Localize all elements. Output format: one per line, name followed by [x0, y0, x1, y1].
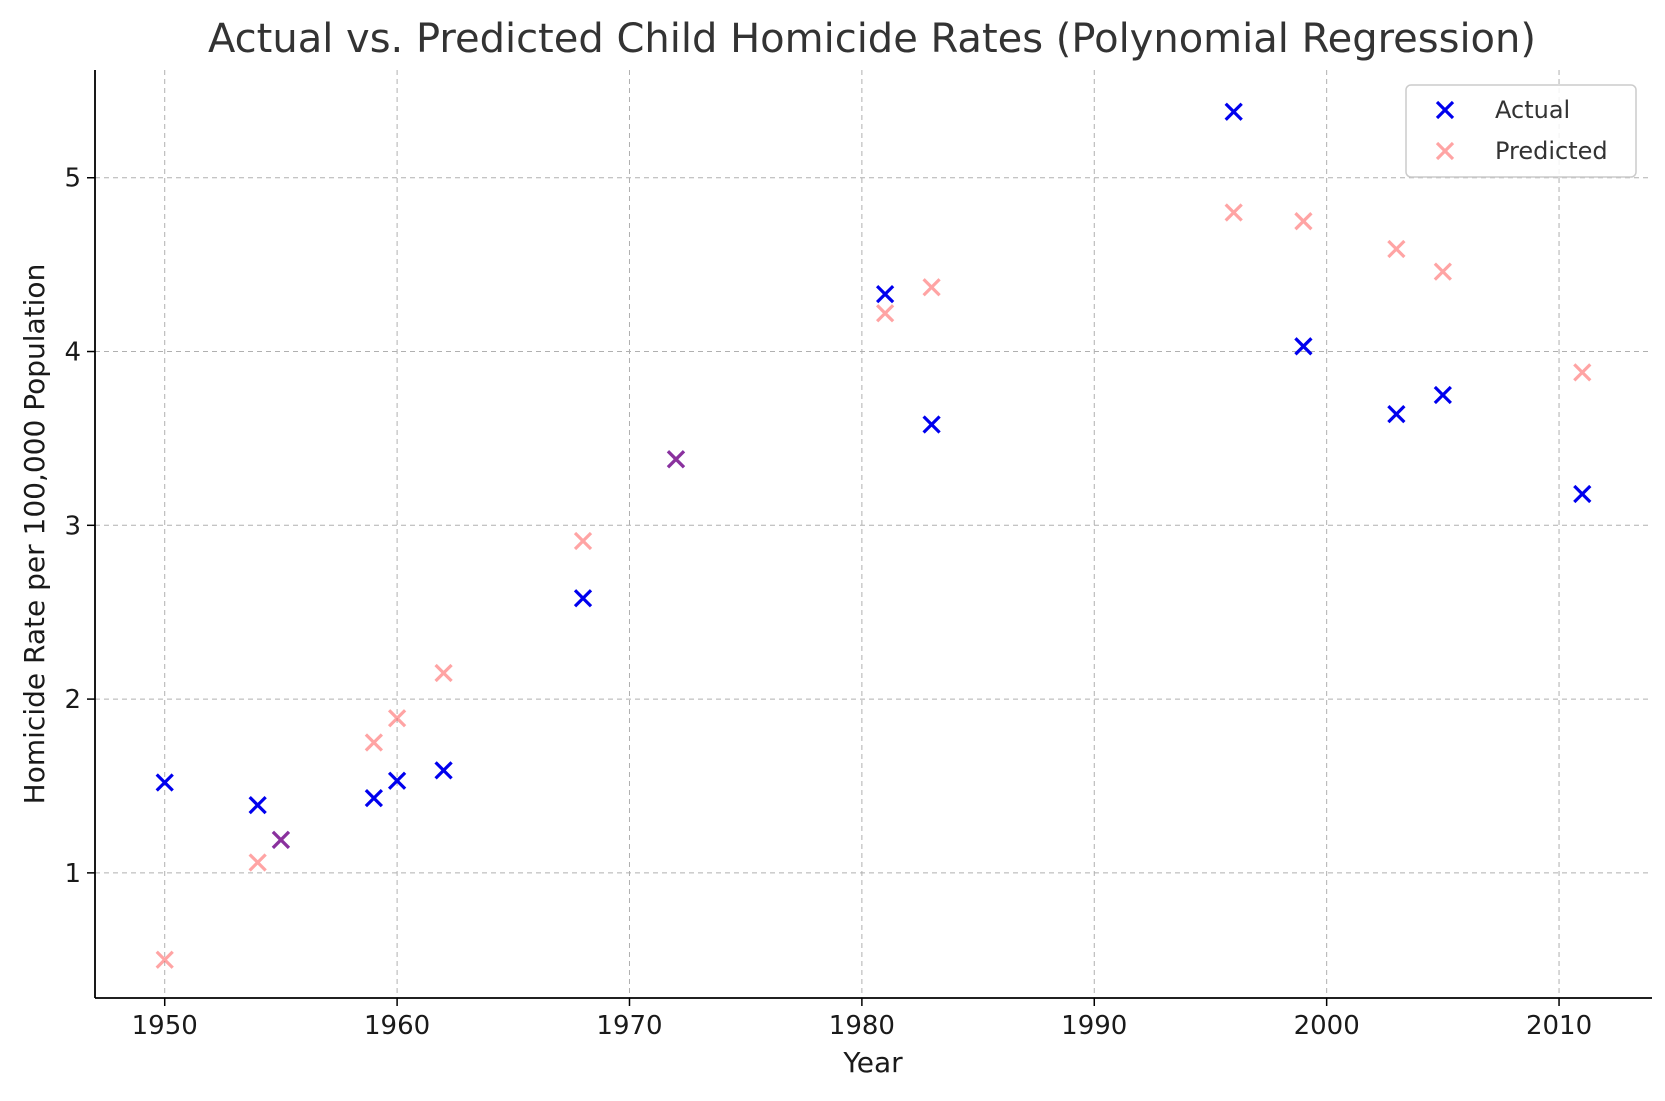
- x-ticks: 1950 1960 1970 1980 1990 2000 2010: [132, 998, 1592, 1041]
- actual-point: [155, 773, 174, 792]
- series-predicted: [155, 203, 1592, 969]
- y-ticks: 1 2 3 4 5: [64, 164, 95, 889]
- legend: Actual Predicted: [1405, 84, 1637, 178]
- predicted-point: [434, 663, 453, 683]
- series-actual: [155, 102, 1592, 849]
- axes: [94, 70, 1652, 999]
- predicted-point: [248, 853, 267, 872]
- y-tick-label: 5: [64, 164, 81, 194]
- predicted-point: [1294, 212, 1313, 231]
- x-axis-label: Year: [842, 1046, 903, 1079]
- y-tick-label: 4: [64, 338, 81, 368]
- actual-point: [387, 771, 407, 790]
- predicted-point: [1387, 239, 1406, 259]
- predicted-point: [922, 278, 941, 297]
- legend-marker-actual: [1435, 100, 1455, 120]
- predicted-point: [155, 950, 174, 969]
- predicted-point: [387, 709, 407, 728]
- x-tick-label: 1950: [132, 1011, 198, 1041]
- actual-point: [1573, 484, 1592, 504]
- legend-label-predicted: Predicted: [1495, 137, 1608, 165]
- x-tick-label: 1970: [596, 1011, 662, 1041]
- predicted-point: [364, 733, 383, 752]
- actual-point: [248, 795, 267, 815]
- y-tick-label: 1: [64, 859, 81, 889]
- predicted-point: [1224, 203, 1243, 222]
- legend-marker-predicted: [1435, 141, 1455, 161]
- predicted-point: [1433, 262, 1452, 281]
- y-tick-label: 2: [64, 685, 81, 715]
- x-tick-label: 1980: [829, 1011, 895, 1041]
- predicted-point: [875, 304, 895, 323]
- legend-box: [1405, 84, 1637, 178]
- actual-point: [364, 789, 383, 808]
- actual-point: [1387, 404, 1406, 424]
- x-tick-label: 1990: [1061, 1011, 1127, 1041]
- x-tick-label: 2000: [1294, 1011, 1360, 1041]
- actual-point: [1294, 337, 1313, 356]
- predicted-point: [666, 450, 686, 469]
- y-axis-label: Homicide Rate per 100,000 Population: [18, 264, 51, 805]
- legend-label-actual: Actual: [1495, 96, 1570, 124]
- predicted-point: [271, 830, 291, 849]
- actual-point: [434, 761, 453, 780]
- chart-title: Actual vs. Predicted Child Homicide Rate…: [208, 16, 1536, 62]
- x-tick-label: 1960: [364, 1011, 430, 1041]
- actual-point: [922, 415, 941, 434]
- x-tick-label: 2010: [1526, 1011, 1592, 1041]
- predicted-point: [573, 531, 593, 551]
- actual-point: [1433, 385, 1452, 405]
- predicted-point: [1573, 363, 1592, 382]
- grid: [95, 70, 1652, 998]
- actual-point: [1224, 102, 1243, 121]
- data-points: [155, 102, 1592, 969]
- actual-point: [573, 589, 593, 608]
- actual-point: [875, 285, 895, 304]
- y-tick-label: 3: [64, 511, 81, 541]
